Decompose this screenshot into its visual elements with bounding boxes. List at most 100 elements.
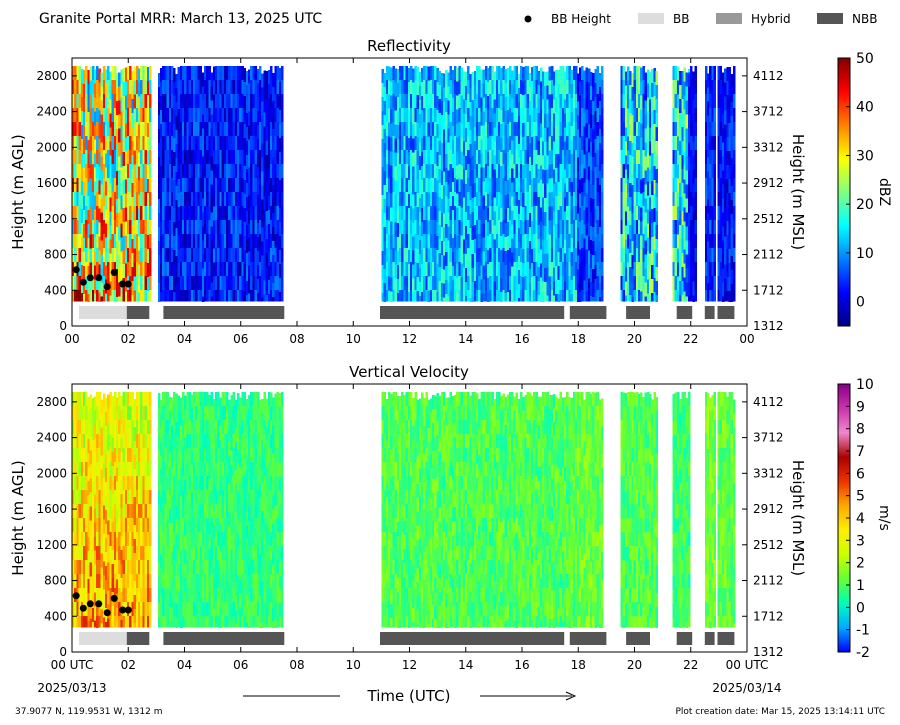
x-tick-label: 14 [458,332,473,346]
reflectivity-echo-segment [381,66,578,302]
location-text: 37.9077 N, 119.9531 W, 1312 m [15,707,163,717]
y-right-tick-label: 1312 [753,645,784,659]
y-tick-label: 800 [44,248,67,262]
x-tick-label: 22 [683,332,698,346]
bb-class-bar-nbb [626,632,650,645]
y-tick-label: 1600 [36,502,67,516]
velocity-echo-segment [576,392,604,628]
y-right-tick-label: 4112 [753,69,784,83]
start-date-label: 2025/03/13 [37,681,106,695]
colorbar-tick-label: 5 [856,489,865,505]
legend-bb-label: BB [673,12,689,26]
bb-class-bar-bb [79,306,127,319]
x-tick-label: 18 [571,658,586,672]
colorbar-tick-label: 30 [856,148,874,164]
x-tick-label: 08 [289,658,304,672]
colorbar-tick-label: 10 [856,377,874,393]
velocity-echo-segment [620,392,659,628]
bb-class-bar-nbb [569,306,607,319]
bb-height-point [103,283,111,291]
y-tick-label: 2800 [36,69,67,83]
reflectivity-y-ticks-right: 1312 1712 2112 2512 2912 3312 3712 4112 [742,69,784,333]
bb-class-bar-nbb [717,632,735,645]
velocity-echo-segment [704,392,717,628]
bb-class-bar-nbb [717,306,735,319]
x-tick-label: 00 [64,332,79,346]
velocity-echo-segment [717,392,736,628]
bb-height-point [79,278,87,286]
colorbar-tick-label: 9 [856,399,865,415]
x-tick-label: 10 [346,332,361,346]
legend-nbb-swatch [817,13,843,24]
velocity-panel: Vertical Velocity 00 UTC 02 04 06 08 10 12 14 16… [9,363,892,672]
y-tick-label: 0 [59,645,67,659]
velocity-bb-classes [79,632,735,645]
x-tick-label: 14 [458,658,473,672]
velocity-echo-segment [157,392,284,628]
y-tick-label: 2000 [36,140,67,154]
bb-height-point [79,604,87,612]
bb-class-bar-nbb [704,306,715,319]
velocity-heatmap [72,392,736,628]
bb-class-bar-nbb [163,306,285,319]
y-right-tick-label: 1312 [753,319,784,333]
bb-height-point [72,592,80,600]
velocity-ylabel: Height (m AGL) [9,460,27,575]
reflectivity-echo-segment [717,66,736,302]
reflectivity-ylabel-right: Height (m MSL) [789,134,807,250]
bb-height-point [124,280,132,288]
reflectivity-heatmap [72,66,736,302]
y-right-tick-label: 2112 [753,574,784,588]
reflectivity-bb-height-series [72,266,132,291]
legend-bb-swatch [638,13,664,24]
legend-hybrid-label: Hybrid [751,12,791,26]
reflectivity-title: Reflectivity [367,37,451,55]
colorbar-tick-label: 0 [856,295,865,311]
colorbar-tick-label: 40 [856,100,874,116]
y-tick-label: 2800 [36,395,67,409]
y-right-tick-label: 4112 [753,395,784,409]
bb-class-bar-bb [79,632,127,645]
reflectivity-echo-segment [157,66,284,302]
y-tick-label: 400 [44,283,67,297]
x-tick-label: 12 [402,658,417,672]
y-tick-label: 0 [59,319,67,333]
header-legend: BB Height BB Hybrid NBB [524,12,877,26]
y-tick-label: 1200 [36,212,67,226]
colorbar-tick-label: 4 [856,511,865,527]
reflectivity-echo-segment [687,66,697,302]
velocity-colorbar-label: m/s [876,505,892,531]
colorbar-tick-label: 2 [856,556,865,572]
x-tick-label: 18 [571,332,586,346]
velocity-y-ticks-right: 1312 1712 2112 2512 2912 3312 3712 4112 [742,395,784,659]
bb-class-bar-nbb [569,632,607,645]
colorbar-tick-label: 7 [856,444,865,460]
bb-height-point [86,274,94,282]
bb-class-bar-nbb [380,306,565,319]
colorbar-tick-label: 10 [856,246,874,262]
reflectivity-echo-segment [704,66,717,302]
legend-nbb-label: NBB [852,12,877,26]
bb-class-bar-nbb [626,306,650,319]
velocity-echo-segment [72,392,152,628]
velocity-echo-segment [672,392,691,628]
velocity-ylabel-right: Height (m MSL) [789,460,807,576]
y-tick-label: 1200 [36,538,67,552]
x-tick-label: 00 [739,332,754,346]
bb-height-point [72,266,80,274]
bb-height-point [95,600,103,608]
x-tick-label: 06 [233,658,248,672]
y-tick-label: 400 [44,609,67,623]
y-tick-label: 800 [44,574,67,588]
y-right-tick-label: 2512 [753,538,784,552]
bb-height-point [110,268,118,276]
creation-date-text: Plot creation date: Mar 15, 2025 13:14:1… [675,707,885,717]
legend-bb-height-label: BB Height [551,12,611,26]
y-tick-label: 2000 [36,466,67,480]
x-tick-label: 00 UTC [51,658,94,672]
x-tick-label: 10 [346,658,361,672]
xlabel-arrow-head [565,691,577,701]
y-right-tick-label: 3312 [753,140,784,154]
x-tick-label: 06 [233,332,248,346]
